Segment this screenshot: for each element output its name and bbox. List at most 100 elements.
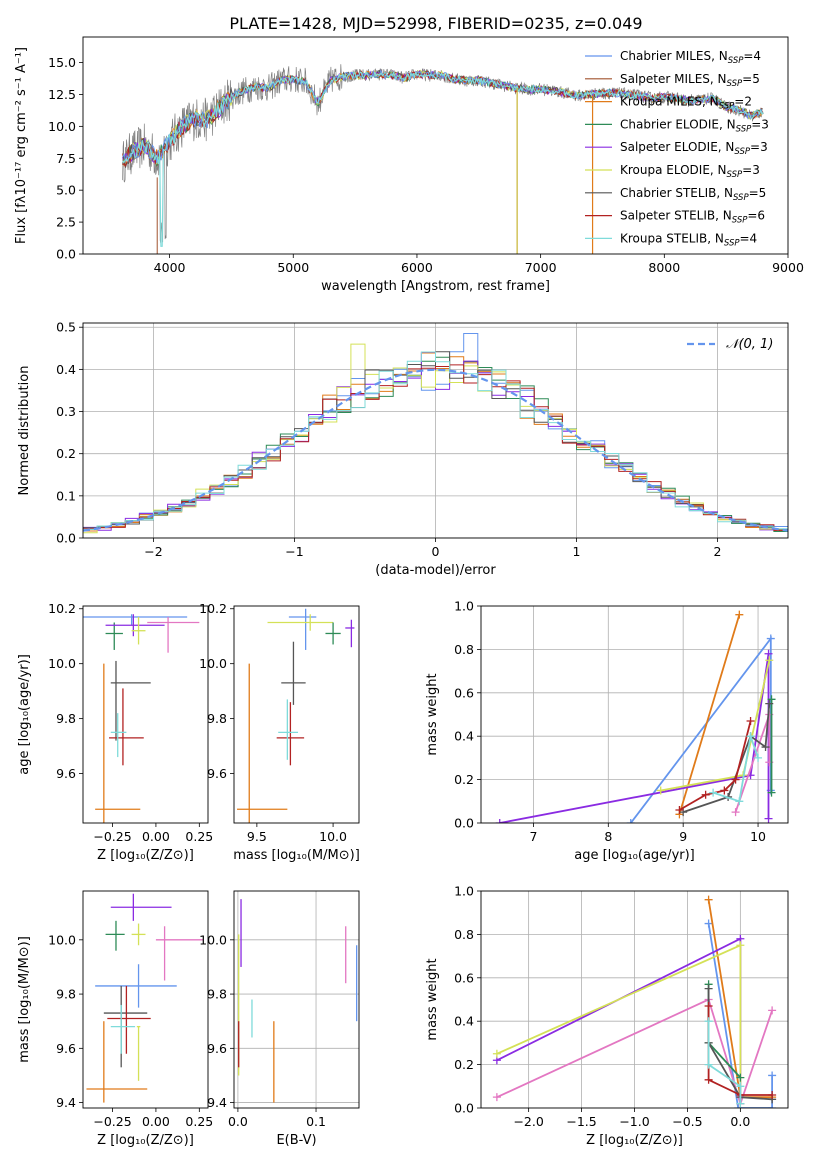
weight-marker <box>626 819 635 823</box>
plot-area <box>481 606 788 823</box>
y-tick-label: 10.2 <box>199 601 227 616</box>
x-tick-label: 9.5 <box>247 829 267 844</box>
legend-label: Kroupa ELODIE, NSSP=3 <box>620 163 760 180</box>
weight-marker <box>768 1104 777 1108</box>
weight-marker <box>767 788 776 797</box>
y-tick-label: 10.0 <box>199 656 227 671</box>
plot-area <box>122 64 764 254</box>
y-tick-label: 1.0 <box>454 884 474 899</box>
weight-marker <box>766 634 775 643</box>
weight-marker <box>754 753 763 762</box>
y-tick-label: 10.0 <box>199 932 227 947</box>
y-tick-label: 9.6 <box>56 1041 76 1056</box>
y-tick-label: 0.2 <box>454 772 474 787</box>
weight-marker <box>736 1082 745 1091</box>
weight-marker <box>704 1060 713 1069</box>
y-axis-label: Flux [fλ10⁻¹⁷ erg cm⁻² s⁻¹ A⁻¹] <box>14 47 29 244</box>
weight-marker <box>735 610 744 619</box>
legend-label: Chabrier MILES, NSSP=4 <box>620 49 761 66</box>
x-tick-label: 7 <box>529 829 537 844</box>
y-tick-label: 9.4 <box>207 1095 227 1110</box>
panel-age_vs_mass: 9.5 10.0 9.6 9.8 10.0 10.2 mass [log₁₀(M/M⊙)] <box>199 601 360 863</box>
histogram-series <box>83 364 788 531</box>
panel-age_vs_Z: −0.25 0.00 0.25 9.6 9.8 10.0 10.2 Z [log₁₀(Z/Z⊙… <box>17 601 213 863</box>
weight-marker <box>709 788 718 797</box>
weight-marker <box>746 717 755 726</box>
x-axis-label: wavelength [Angstrom, rest frame] <box>321 279 550 294</box>
y-axis-label: age [log₁₀(age/yr)] <box>17 654 32 775</box>
x-tick-label: 4000 <box>154 260 186 275</box>
x-tick-label: 0.25 <box>185 1114 213 1129</box>
axes-frame <box>82 322 789 539</box>
axes-frame <box>480 890 789 1109</box>
weight-marker <box>704 984 713 993</box>
y-tick-label: 9.8 <box>56 711 76 726</box>
weight-marker <box>735 797 744 806</box>
figure-title: PLATE=1428, MJD=52998, FIBERID=0235, z=0… <box>229 14 642 33</box>
x-tick-label: 0.0 <box>228 1114 248 1129</box>
panel-mass_vs_EBV: 0.0 0.1 9.4 9.6 9.8 10.0 E(B-V) <box>199 890 360 1148</box>
y-tick-label: 9.6 <box>207 766 227 781</box>
x-tick-label: 0 <box>432 544 440 559</box>
y-tick-label: 9.8 <box>56 987 76 1002</box>
weight-marker <box>761 743 770 752</box>
y-tick-label: 0.0 <box>454 1101 474 1116</box>
y-tick-label: 0.8 <box>454 642 474 657</box>
weight-marker <box>495 819 504 823</box>
x-tick-label: 5000 <box>277 260 309 275</box>
histogram-series <box>83 351 788 530</box>
plot-area <box>237 608 355 823</box>
y-tick-label: 10.0 <box>48 656 76 671</box>
weight-series <box>678 614 741 815</box>
y-tick-label: 12.5 <box>48 87 76 102</box>
x-tick-label: 6000 <box>401 260 433 275</box>
panel-residuals: −2 −1 0 1 2 0.0 0.1 0.2 0.3 0.4 0.5 (data-model)/er… <box>17 320 789 578</box>
normal-curve <box>83 368 788 532</box>
y-tick-label: 0.1 <box>56 488 76 503</box>
axes-frame <box>82 890 209 1109</box>
weight-series <box>660 660 771 792</box>
y-tick-label: 10.2 <box>48 601 76 616</box>
x-tick-label: 9 <box>679 829 687 844</box>
x-tick-label: −2 <box>144 544 162 559</box>
histogram-series <box>83 343 788 534</box>
weight-marker <box>764 814 773 823</box>
weight-marker <box>768 1006 777 1015</box>
plot-area <box>234 891 359 1108</box>
y-tick-label: 1.0 <box>454 599 474 614</box>
x-axis-label: E(B-V) <box>276 1133 316 1148</box>
y-tick-label: 0.2 <box>454 1057 474 1072</box>
y-tick-label: 9.4 <box>56 1095 76 1110</box>
weight-marker <box>768 1071 777 1080</box>
panel-spectrum: 4000 5000 6000 7000 8000 9000 0.0 2.5 5.0 7.5 10.0… <box>14 36 804 294</box>
x-tick-label: 2 <box>714 544 722 559</box>
y-tick-label: 0.0 <box>454 816 474 831</box>
y-axis-label: mass weight <box>425 673 440 755</box>
x-tick-label: 10.0 <box>319 829 347 844</box>
axes-frame <box>82 36 789 255</box>
weight-marker <box>675 805 684 814</box>
x-axis-label: Z [log₁₀(Z/Z⊙)] <box>586 1133 683 1148</box>
weight-marker <box>704 1017 713 1026</box>
weight-marker <box>736 1099 745 1108</box>
axes-frame <box>233 605 360 824</box>
x-tick-label: −0.5 <box>672 1114 702 1129</box>
weight-marker <box>765 699 774 708</box>
axes-frame <box>233 890 360 1109</box>
weight-marker <box>731 808 740 817</box>
x-tick-label: 0.00 <box>142 829 170 844</box>
weight-marker <box>746 732 755 741</box>
x-tick-label: −1.5 <box>566 1114 596 1129</box>
y-tick-label: 10.0 <box>48 932 76 947</box>
y-tick-label: 7.5 <box>56 151 76 166</box>
y-tick-label: 0.4 <box>454 1014 474 1029</box>
axes-frame <box>82 605 209 824</box>
weight-series <box>496 998 773 1107</box>
weight-marker <box>656 786 665 795</box>
y-tick-label: 0.0 <box>56 247 76 262</box>
x-tick-label: −0.25 <box>93 829 131 844</box>
panel-weight_vs_Z: −2.0 −1.5 −1.0 −0.5 0.0 0.0 0.2 0.4 0.6 0.8 1.0 Z [… <box>425 884 789 1148</box>
x-axis-label: Z [log₁₀(Z/Z⊙)] <box>97 1133 194 1148</box>
x-tick-label: 9000 <box>772 260 804 275</box>
y-tick-label: 0.6 <box>454 970 474 985</box>
